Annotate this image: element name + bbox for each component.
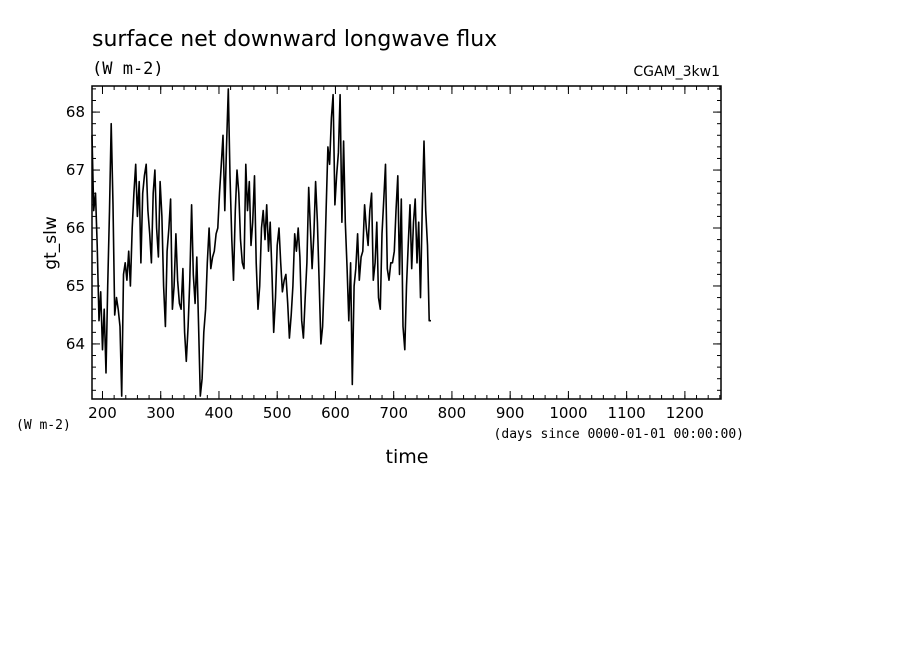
dataset-label: CGAM_3kw1 bbox=[633, 64, 720, 80]
x-axis-units: (days since 0000-01-01 00:00:00) bbox=[494, 427, 744, 442]
x-tick-label: 200 bbox=[88, 404, 117, 422]
y-axis-units: (W m-2) bbox=[16, 418, 71, 433]
y-axis-label: gt_slw bbox=[41, 216, 61, 270]
chart-title: surface net downward longwave flux bbox=[92, 27, 497, 52]
y-tick-label: 68 bbox=[66, 103, 85, 121]
x-tick-label: 1200 bbox=[666, 404, 704, 422]
y-tick-label: 65 bbox=[66, 277, 85, 295]
x-tick-label: 500 bbox=[263, 404, 292, 422]
x-tick-label: 300 bbox=[146, 404, 175, 422]
x-axis-label: time bbox=[386, 446, 429, 468]
chart-subtitle: (W m-2) bbox=[92, 59, 164, 79]
x-tick-label: 400 bbox=[205, 404, 234, 422]
x-tick-label: 600 bbox=[321, 404, 350, 422]
x-tick-label: 800 bbox=[438, 404, 467, 422]
x-tick-label: 1000 bbox=[549, 404, 587, 422]
y-tick-label: 67 bbox=[66, 161, 85, 179]
x-tick-label: 700 bbox=[379, 404, 408, 422]
y-tick-label: 66 bbox=[66, 219, 85, 237]
x-tick-label: 900 bbox=[496, 404, 525, 422]
x-tick-label: 1100 bbox=[608, 404, 646, 422]
y-tick-label: 64 bbox=[66, 335, 85, 353]
